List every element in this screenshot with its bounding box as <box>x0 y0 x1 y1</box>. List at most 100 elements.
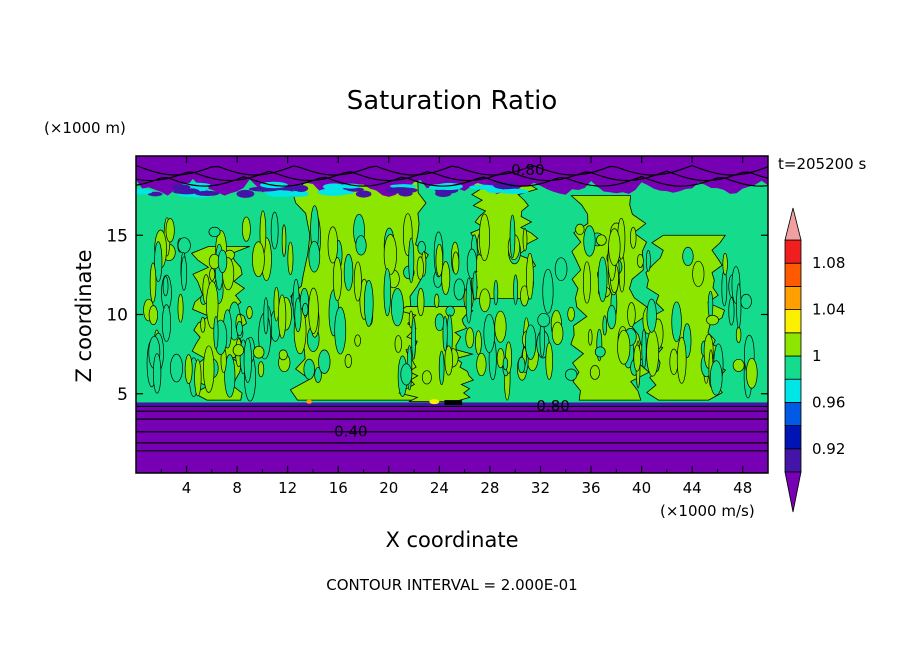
contour-cell <box>645 249 651 272</box>
contour-cell <box>203 345 215 393</box>
colorbar-band <box>784 425 802 450</box>
contour-cell <box>545 342 553 380</box>
contour-cell <box>408 237 415 284</box>
contour-cell <box>243 337 252 383</box>
colorbar-band <box>784 332 802 357</box>
upper-fringe <box>294 185 309 193</box>
contour-cell <box>165 218 175 243</box>
contour-cell <box>517 356 526 374</box>
x-axis-label: X coordinate <box>385 528 519 552</box>
contour-cell <box>224 354 236 398</box>
contour-cell <box>479 288 491 313</box>
upper-contour-line <box>136 176 768 187</box>
plot-area: 0.80 0.40 0.80 <box>136 156 768 473</box>
contour-cell <box>257 361 265 378</box>
contour-cell <box>308 240 321 273</box>
contour-cell <box>194 359 202 397</box>
contour-cell <box>148 305 158 326</box>
contour-cell <box>332 257 342 301</box>
contour-label: 0.80 <box>511 161 544 179</box>
contour-cell <box>479 213 490 262</box>
y-tick-label: 5 <box>117 385 128 405</box>
contour-cell <box>494 310 507 343</box>
contour-cell <box>154 241 163 283</box>
upper-fringe <box>317 188 350 196</box>
contour-cell <box>152 353 162 394</box>
x-tick-label: 8 <box>232 479 242 497</box>
contour-cell <box>575 223 585 235</box>
dark-spot <box>444 400 463 406</box>
contour-cell <box>253 345 265 359</box>
contour-cell <box>417 287 425 317</box>
contour-cell <box>180 256 188 291</box>
contour-cell <box>452 251 460 275</box>
contour-cell <box>355 235 367 256</box>
contour-cell <box>209 267 216 281</box>
contour-cell <box>583 225 596 257</box>
upper-fringe <box>136 188 153 195</box>
x-tick-label: 48 <box>733 479 752 497</box>
contour-cell <box>363 279 374 327</box>
x-axis-unit: (×1000 m/s) <box>660 502 755 520</box>
colorbar-level-label: 0.96 <box>812 393 845 411</box>
lower-dry-layer <box>136 406 768 473</box>
contour-cell <box>149 262 157 303</box>
contour-cell <box>278 349 288 361</box>
x-tick-label: 24 <box>430 479 449 497</box>
contour-cell <box>472 271 478 301</box>
x-tick-label: 44 <box>683 479 702 497</box>
contour-cell <box>308 287 319 335</box>
contour-cell <box>554 257 568 281</box>
colorbar-high-arrow <box>784 207 802 241</box>
contour-cell <box>177 293 184 323</box>
upper-fringe <box>389 187 412 192</box>
upper-fringe <box>194 190 220 196</box>
yellow-spot <box>429 399 440 405</box>
contour-cell <box>287 241 294 276</box>
upper-fringe <box>322 183 345 191</box>
contour-cell <box>564 368 578 381</box>
contour-cell <box>607 304 617 330</box>
chart-title: Saturation Ratio <box>346 86 558 116</box>
contour-cell <box>263 297 269 335</box>
contour-cell <box>435 243 444 277</box>
contour-cell <box>537 312 551 328</box>
contour-cell <box>302 302 309 317</box>
contour-cell <box>200 316 206 333</box>
upper-fringe <box>265 190 295 197</box>
contour-cell <box>400 363 413 386</box>
contour-cell <box>162 276 169 297</box>
contour-cell <box>567 306 575 322</box>
contour-cell <box>706 314 719 326</box>
contour-interval-note: CONTOUR INTERVAL = 2.000E-01 <box>326 576 578 594</box>
contour-cell <box>453 278 465 301</box>
contour-cell <box>551 321 564 345</box>
upper-fringe <box>469 184 497 190</box>
contour-cell <box>434 293 440 309</box>
contour-cell <box>170 353 183 383</box>
orange-spot <box>306 399 313 404</box>
contour-cell <box>444 345 453 376</box>
colorbar-band <box>784 401 802 426</box>
x-tick-label: 40 <box>632 479 651 497</box>
colorbar-low-arrow <box>784 471 802 513</box>
contour-cell <box>416 256 424 280</box>
contour-cell <box>597 256 608 303</box>
contour-cell <box>334 306 347 355</box>
colorbar-level-label: 1 <box>812 347 822 365</box>
contour-cell <box>421 370 432 385</box>
x-tick-label: 28 <box>480 479 499 497</box>
colorbar-band <box>784 309 802 334</box>
contour-cell <box>513 274 518 305</box>
colorbar-level-label: 0.92 <box>812 440 845 458</box>
contour-cell <box>636 253 644 268</box>
x-tick-label: 16 <box>329 479 348 497</box>
contour-cell <box>417 241 426 255</box>
upper-fringe <box>340 183 361 189</box>
contour-cell <box>588 329 593 346</box>
contour-cell <box>303 358 315 380</box>
contour-cell <box>728 297 735 326</box>
contour-cell <box>629 226 637 249</box>
contour-cell <box>353 261 362 302</box>
contour-cell <box>745 357 758 389</box>
